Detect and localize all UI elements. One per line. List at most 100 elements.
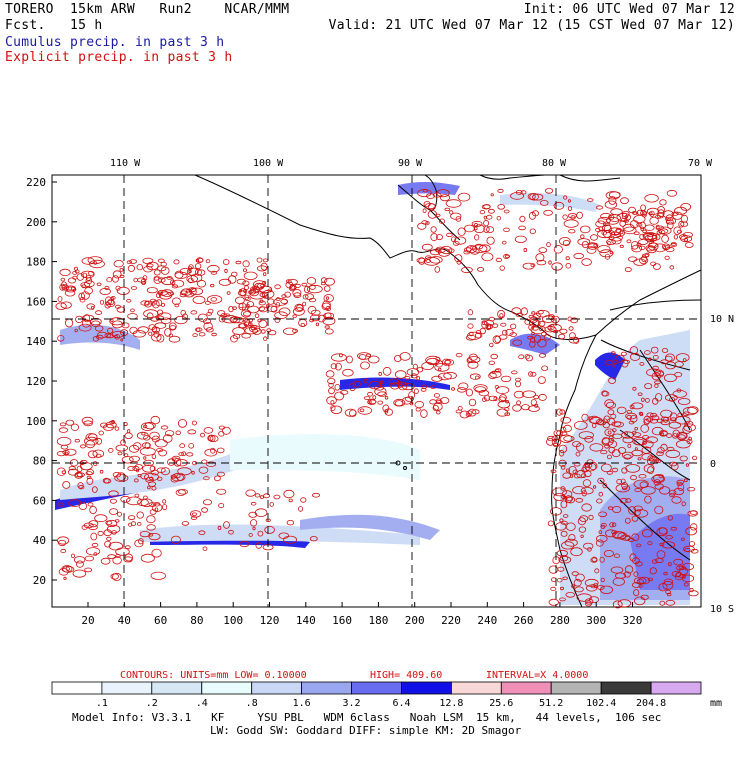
precip-contour-blob [606,454,612,460]
lat-lon-grid [52,175,701,607]
precip-contour-blob [411,373,418,379]
precip-contour-blob [340,389,349,395]
precip-contour-blob [639,221,646,230]
precip-contour-blob [228,529,234,535]
precip-contour-blob [108,447,114,453]
precip-contour-blob [416,366,424,373]
colorbar-swatch [401,681,452,695]
precip-contour-blob [641,397,645,402]
precip-contour-blob [102,477,110,484]
precip-contour-blob [109,508,119,516]
precip-contour-blob [153,269,161,276]
colorbar-swatch [351,681,402,695]
precip-contour-blob [128,522,133,527]
precip-contour-blob [685,527,697,536]
precip-contour-blob [646,368,661,377]
precip-contour-blob [124,545,131,549]
precip-contour-blob [474,226,478,231]
precip-contour-blob [651,559,658,564]
precip-contour-blob [330,363,338,370]
precip-contour-blob [632,211,638,215]
precip-contour-blob [671,496,682,504]
precip-contour-blob [644,350,651,355]
precip-contour-blob [269,502,274,507]
precip-contour-blob [611,522,617,528]
model-title: TORERO 15km ARW Run2 NCAR/MMM [5,2,290,17]
precip-contour-blob [256,265,268,272]
precip-contour-blob [98,430,104,436]
precip-contour-blob [644,224,655,231]
precip-contour-blob [78,323,92,332]
precip-contour-blob [227,275,237,284]
x-tick-label: 180 [368,614,388,627]
precip-contour-blob [251,285,258,291]
precip-contour-blob [152,300,160,309]
precip-contour-blob [640,486,656,495]
precip-contour-blob [274,284,281,290]
precip-contour-blob [325,296,330,300]
precip-contour-blob [445,199,462,208]
precip-contour-blob [90,305,95,310]
precip-contour-blob [581,258,592,266]
precip-contour-blob [626,414,632,420]
precip-contour-blob [374,387,387,396]
y-tick-label: 20 [33,574,46,587]
precip-contour-blob [81,524,88,530]
precip-contour-blob [673,558,684,566]
precip-contour-blob [653,473,665,483]
x-tick-label: 140 [296,614,316,627]
precip-contour-blob [574,586,584,593]
precip-contour-blob [226,291,231,295]
precip-contour-blob [538,247,548,253]
precip-contour-blob [190,310,198,315]
precip-contour-blob [510,323,517,330]
precip-contour-blob [242,260,250,268]
precip-contour-blob [573,336,580,344]
precip-contour-blob [324,277,335,286]
precip-contour-blob [198,530,206,536]
precip-contour-blob [156,448,164,453]
precip-contour-blob [665,246,675,253]
precip-contour-blob [84,280,95,288]
precip-contour-blob [367,355,380,364]
precip-contour-blob [67,468,79,476]
precip-contour-blob [179,443,186,449]
precip-contour-blob [121,456,134,464]
x-tick-label: 220 [441,614,461,627]
precip-contour-blob [202,546,208,551]
precip-contour-blob [191,512,197,516]
precip-contour-blob [458,382,469,391]
precip-contour-blob [642,211,647,216]
precip-contour-blob [120,338,124,342]
precip-contour-blob [250,519,258,527]
precip-contour-blob [683,478,688,483]
precip-contour-blob [516,400,521,406]
precip-contour-blob [657,209,665,218]
precip-contour-blob [446,232,453,238]
precip-contour-blob [382,404,390,413]
precip-contour-blob [505,328,514,336]
precip-contour-blob [374,384,385,391]
precip-contour-blob [95,437,103,445]
precip-contour-blob [528,371,534,377]
precip-contour-blob [468,408,477,417]
precip-contour-blob [155,299,163,307]
x-tick-label: 160 [332,614,352,627]
precip-contour-blob [532,326,539,331]
precip-contour-blob [597,216,611,225]
precip-contour-blob [95,334,104,340]
precip-contour-blob [573,252,584,260]
precip-contour-blob [60,277,65,282]
precip-contour-blob [621,210,630,218]
precip-contour-blob [206,461,217,467]
precip-contour-blob [651,474,665,484]
colorbar-label: .8 [246,698,258,709]
colorbar-swatch [500,681,552,695]
precip-contour-blob [84,567,93,573]
precip-contour-blob [72,275,78,280]
precip-contour-blob [623,359,630,364]
precip-contour-blob [607,430,612,435]
precip-contour-blob [103,423,114,431]
precip-contour-blob [112,556,122,565]
precip-contour-blob [478,389,490,397]
